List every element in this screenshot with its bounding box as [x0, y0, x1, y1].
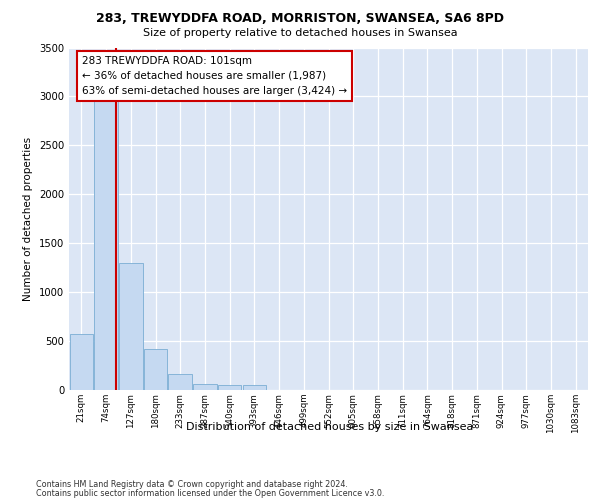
- Bar: [144, 350, 167, 390]
- Bar: [218, 384, 241, 390]
- Bar: [94, 102, 118, 390]
- Bar: [70, 334, 93, 390]
- Text: Contains public sector information licensed under the Open Government Licence v3: Contains public sector information licen…: [36, 489, 385, 498]
- Y-axis label: Number of detached properties: Number of detached properties: [23, 136, 34, 301]
- Text: 283 TREWYDDFA ROAD: 101sqm
← 36% of detached houses are smaller (1,987)
63% of s: 283 TREWYDDFA ROAD: 101sqm ← 36% of deta…: [82, 56, 347, 96]
- Text: Size of property relative to detached houses in Swansea: Size of property relative to detached ho…: [143, 28, 457, 38]
- Bar: [193, 384, 217, 390]
- Bar: [119, 263, 143, 390]
- Text: Distribution of detached houses by size in Swansea: Distribution of detached houses by size …: [187, 422, 473, 432]
- Bar: [242, 384, 266, 390]
- Text: 283, TREWYDDFA ROAD, MORRISTON, SWANSEA, SA6 8PD: 283, TREWYDDFA ROAD, MORRISTON, SWANSEA,…: [96, 12, 504, 26]
- Text: Contains HM Land Registry data © Crown copyright and database right 2024.: Contains HM Land Registry data © Crown c…: [36, 480, 348, 489]
- Bar: [169, 374, 192, 390]
